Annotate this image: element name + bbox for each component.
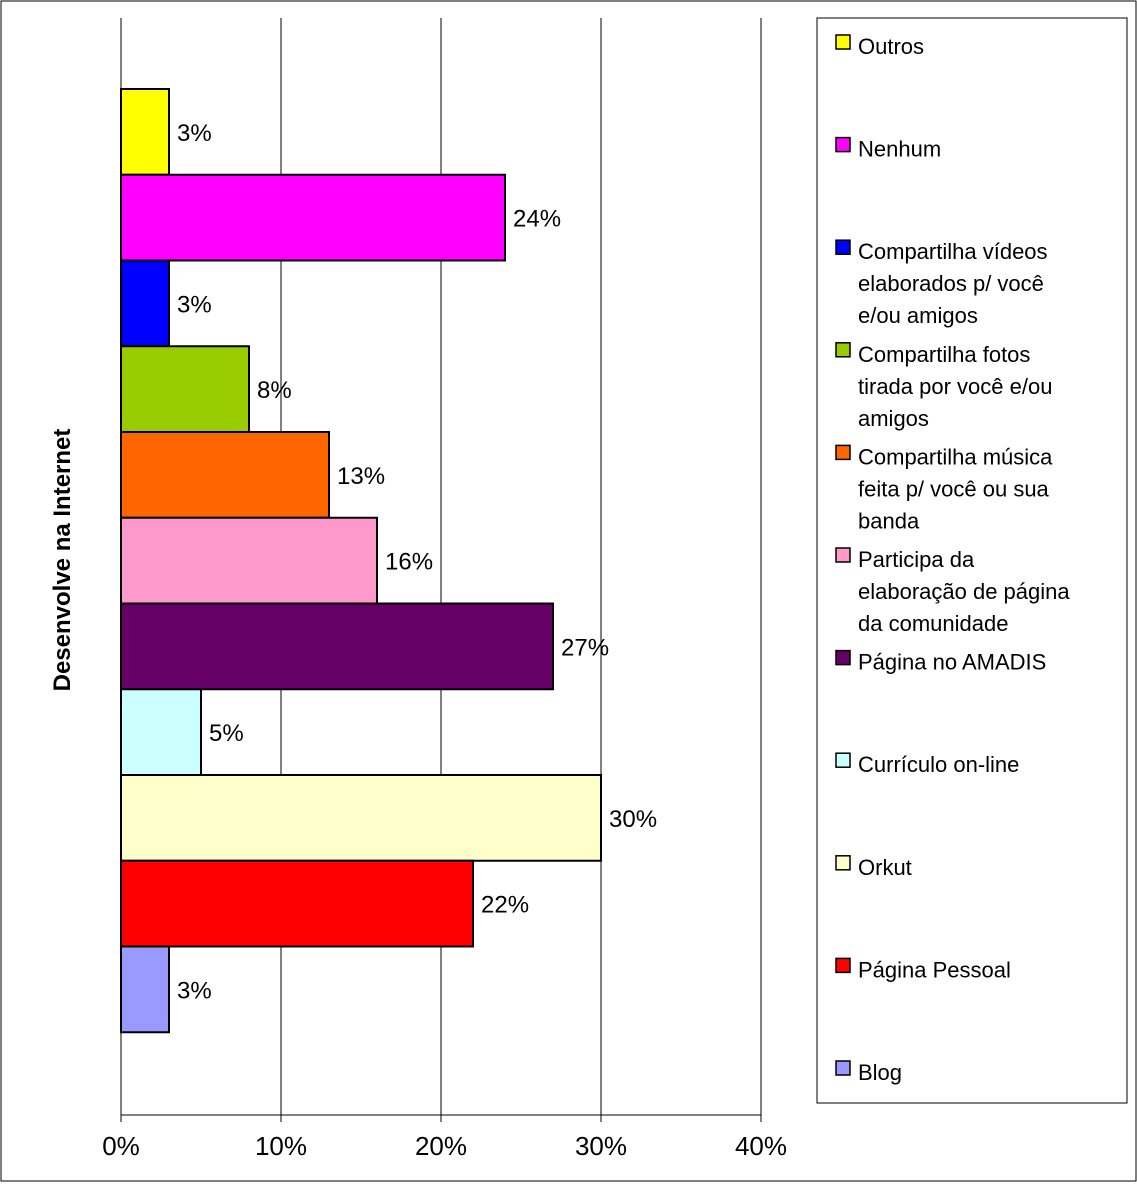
legend-label: da comunidade [858, 611, 1008, 636]
legend-item-compartilha-fotos-tirada-por-voce-e-ou-amigos: Compartilha fotos tirada por você e/ou ami… [835, 342, 1052, 431]
legend-item-outros: Outros [835, 34, 924, 59]
bar-nenhum [120, 173, 506, 262]
legend-label: Página Pessoal [858, 957, 1011, 982]
legend-label: Participa da [858, 547, 975, 572]
data-label: 22% [481, 892, 529, 919]
legend-label: Currículo on-line [858, 752, 1019, 777]
data-label: 30% [609, 806, 657, 833]
legend-label: Página no AMADIS [858, 650, 1046, 675]
legend-swatch [835, 136, 851, 153]
x-tick-label: 20% [415, 1131, 467, 1161]
legend-label: Blog [858, 1060, 902, 1085]
legend-swatch [835, 649, 851, 666]
legend-label: elaborados p/ você [858, 271, 1044, 296]
legend-item-orkut: Orkut [835, 855, 912, 880]
legend-item-pagina-pessoal: Página Pessoal [835, 957, 1011, 982]
legend-item-nenhum: Nenhum [835, 136, 941, 162]
legend-swatch [835, 752, 851, 768]
bar-pagina-pessoal [120, 859, 474, 948]
legend-swatch [835, 855, 851, 871]
bar-blog [120, 945, 170, 1034]
legend-swatch [835, 547, 851, 563]
bar-curriculo-on-line [120, 688, 202, 776]
data-label: 16% [385, 549, 433, 576]
legend-label: feita p/ você ou sua [858, 476, 1050, 501]
legend-label: Compartilha música [858, 444, 1053, 469]
data-label: 8% [257, 377, 292, 404]
bars [120, 88, 602, 1034]
y-axis-title: Desenvolve na Internet [49, 429, 76, 692]
data-label: 3% [177, 977, 212, 1004]
legend-label: Outros [858, 34, 924, 59]
data-label: 3% [177, 291, 212, 318]
data-labels: 3% 24% 3% 8% 13% 16% 27% 5% 30% 22% 3% [177, 120, 657, 1005]
bar-compartilha-videos-elaborados-p-voce-e-ou-amigos [120, 259, 170, 348]
x-tick-label: 40% [735, 1131, 787, 1161]
legend-item-compartilha-videos-elaborados-p-voce-e-ou-amigos: Compartilha vídeos elaborados p/ você e/ou… [835, 239, 1048, 328]
data-label: 24% [513, 206, 561, 233]
x-tick-label: 10% [255, 1131, 307, 1161]
legend-swatch [835, 957, 851, 974]
legend-label: Compartilha vídeos [858, 239, 1048, 264]
legend-label: elaboração de página [858, 579, 1070, 604]
data-label: 5% [209, 720, 244, 747]
legend-item-compartilha-musica-feita-p-voce-ou-sua-banda: Compartilha música feita p/ você ou sua ba… [835, 444, 1053, 533]
legend-label: banda [858, 508, 920, 533]
legend-item-participa-da-elaboracao-de-pagina-da-comunidade: Participa da elaboração de página da comun… [835, 547, 1070, 636]
legend-item-curriculo-on-line: Currículo on-line [835, 752, 1019, 777]
data-label: 13% [337, 463, 385, 490]
legend-item-pagina-no-amadis: Página no AMADIS [835, 649, 1046, 675]
legend-swatch [835, 1060, 851, 1076]
bar-pagina-no-amadis [120, 602, 554, 691]
bar-compartilha-fotos-tirada-por-voce-e-ou-amigos [120, 345, 250, 433]
legend-box [816, 17, 1128, 1104]
legend: Outros Nenhum Compartilha vídeos elaborados… [835, 34, 1070, 1085]
bar-orkut [120, 774, 602, 862]
bar-compartilha-musica-feita-p-voce-ou-sua-banda [120, 431, 330, 519]
legend-swatch [835, 239, 851, 255]
legend-swatch [835, 34, 851, 50]
axes: 0% 10% 20% 30% 40% [102, 18, 787, 1161]
x-tick-label: 0% [102, 1131, 140, 1161]
legend-label: Nenhum [858, 137, 941, 162]
legend-label: Orkut [858, 855, 912, 880]
x-tick-label: 30% [575, 1131, 627, 1161]
bar-participa-da-elaboracao-de-pagina-da-comunidade [120, 516, 378, 605]
data-label: 27% [561, 634, 609, 661]
legend-item-blog: Blog [835, 1060, 902, 1085]
bar-outros [120, 88, 170, 176]
legend-label: Compartilha fotos [858, 342, 1030, 367]
legend-label: tirada por você e/ou [858, 374, 1052, 399]
legend-swatch [835, 444, 851, 461]
legend-label: e/ou amigos [858, 303, 978, 328]
data-label: 3% [177, 120, 212, 147]
legend-label: amigos [858, 406, 929, 431]
legend-swatch [835, 342, 851, 358]
